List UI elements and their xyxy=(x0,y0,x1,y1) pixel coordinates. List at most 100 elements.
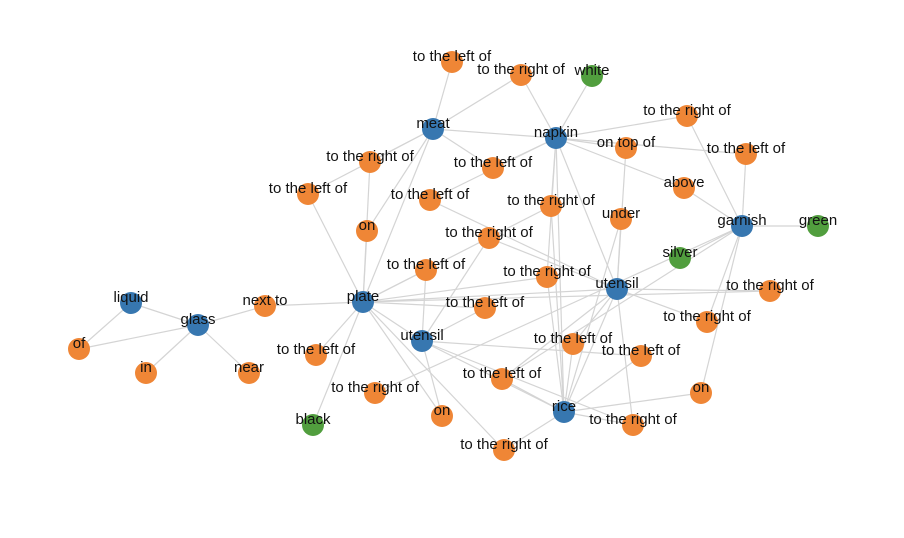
edge-plate-r7 xyxy=(307,193,364,303)
node-r26-label: to the left of xyxy=(602,342,681,359)
node-r24: to the left of xyxy=(277,341,356,366)
edge-glass-r18 xyxy=(197,305,266,326)
node-r15-label: to the left of xyxy=(387,256,466,273)
nodes-layer: meat napkin garnish utensil plate utensil liqu… xyxy=(68,48,837,461)
edge-napkin-white xyxy=(555,75,593,139)
edge-utensil1-r12 xyxy=(616,218,622,290)
node-r21-dot xyxy=(68,338,90,360)
node-garnish-dot xyxy=(731,215,753,237)
node-r21: of xyxy=(68,335,90,360)
edge-garnish-r20 xyxy=(706,225,743,323)
node-garnish: garnish xyxy=(717,212,767,237)
edge-rice-r11 xyxy=(550,205,565,413)
edge-utensil1-r10 xyxy=(429,199,618,290)
node-r20-dot xyxy=(696,311,718,333)
node-r27: to the left of xyxy=(463,365,542,390)
node-r11-label: to the right of xyxy=(507,192,595,209)
node-r1-dot xyxy=(441,51,463,73)
edge-garnish-r9 xyxy=(741,153,747,227)
node-r9-dot xyxy=(735,143,757,165)
edge-garnish-r6 xyxy=(686,115,743,227)
node-r2-dot xyxy=(510,64,532,86)
edge-meat-r13 xyxy=(366,128,434,232)
node-r23-dot xyxy=(238,362,260,384)
node-r3-label: to the right of xyxy=(326,148,414,165)
node-r2: to the right of xyxy=(477,61,566,86)
edge-plate-r32 xyxy=(362,301,505,451)
node-r13-label: on xyxy=(359,217,376,234)
edge-rice-r30 xyxy=(563,392,702,413)
node-r26-dot xyxy=(630,345,652,367)
node-r19-label: to the right of xyxy=(726,277,814,294)
node-napkin-label: napkin xyxy=(534,124,578,141)
edge-utensil1-r19 xyxy=(616,288,771,292)
node-r10-label: to the left of xyxy=(391,186,470,203)
node-rice-label: rice xyxy=(552,398,576,415)
node-black-dot xyxy=(302,414,324,436)
node-r24-dot xyxy=(305,344,327,366)
node-r15-dot xyxy=(415,259,437,281)
node-r10-dot xyxy=(419,189,441,211)
node-r3: to the right of xyxy=(326,148,415,173)
node-r8: above xyxy=(664,174,704,199)
node-r28: to the right of xyxy=(331,379,420,404)
node-glass-label: glass xyxy=(180,311,215,328)
node-utensil1-dot xyxy=(606,278,628,300)
node-r8-dot xyxy=(673,177,695,199)
node-r12-label: under xyxy=(602,205,640,222)
node-r9: to the left of xyxy=(707,140,786,165)
node-green-dot xyxy=(807,215,829,237)
node-glass: glass xyxy=(180,311,216,336)
edge-rice-r26 xyxy=(563,355,642,413)
edge-utensil2-r14 xyxy=(421,237,490,342)
edge-plate-r29 xyxy=(362,301,443,417)
node-r1: to the left of xyxy=(413,48,492,73)
edge-napkin-r4 xyxy=(555,137,627,149)
edge-glass-r21 xyxy=(78,324,199,350)
edges-layer xyxy=(78,61,818,451)
node-r2-label: to the right of xyxy=(477,61,565,78)
node-white-label: white xyxy=(573,62,609,79)
node-green-label: green xyxy=(799,212,837,229)
edge-rice-r27 xyxy=(501,378,565,413)
node-r22-label: in xyxy=(140,359,152,376)
edge-meat-plate xyxy=(362,128,434,303)
node-r28-label: to the right of xyxy=(331,379,419,396)
node-r5: to the left of xyxy=(454,154,533,179)
node-rice-dot xyxy=(553,401,575,423)
edge-glass-liquid xyxy=(130,302,199,326)
node-rice: rice xyxy=(552,398,576,423)
node-r32-label: to the right of xyxy=(460,436,548,453)
node-r27-label: to the left of xyxy=(463,365,542,382)
node-r11-dot xyxy=(540,195,562,217)
node-r17: to the left of xyxy=(446,294,525,319)
edge-garnish-r27 xyxy=(501,225,743,380)
node-r32: to the right of xyxy=(460,436,549,461)
node-r26: to the left of xyxy=(602,342,681,367)
edge-rice-r32 xyxy=(503,411,565,451)
edge-utensil2-r17 xyxy=(421,307,486,342)
edge-plate-black xyxy=(312,301,364,426)
node-r13-dot xyxy=(356,220,378,242)
node-liquid: liquid xyxy=(113,289,149,314)
node-r14: to the right of xyxy=(445,224,534,249)
edge-utensil2-r26 xyxy=(421,340,642,357)
node-r25-label: to the left of xyxy=(534,330,613,347)
edge-glass-r22 xyxy=(145,324,199,374)
edge-plate-r13 xyxy=(362,230,368,303)
node-garnish-label: garnish xyxy=(717,212,766,229)
edge-plate-r24 xyxy=(315,301,364,356)
node-r4-dot xyxy=(615,137,637,159)
node-r6-label: to the right of xyxy=(643,102,731,119)
node-meat: meat xyxy=(416,115,451,140)
node-liquid-dot xyxy=(120,292,142,314)
edge-napkin-r8 xyxy=(555,137,685,189)
node-napkin-dot xyxy=(545,127,567,149)
edge-liquid-r21 xyxy=(78,302,132,350)
edge-meat-napkin xyxy=(432,128,557,139)
edge-napkin-r9 xyxy=(555,137,747,155)
node-black-label: black xyxy=(295,411,331,428)
node-utensil2-label: utensil xyxy=(400,327,443,344)
edge-utensil2-r29 xyxy=(421,340,443,417)
node-r16-label: to the right of xyxy=(503,263,591,280)
